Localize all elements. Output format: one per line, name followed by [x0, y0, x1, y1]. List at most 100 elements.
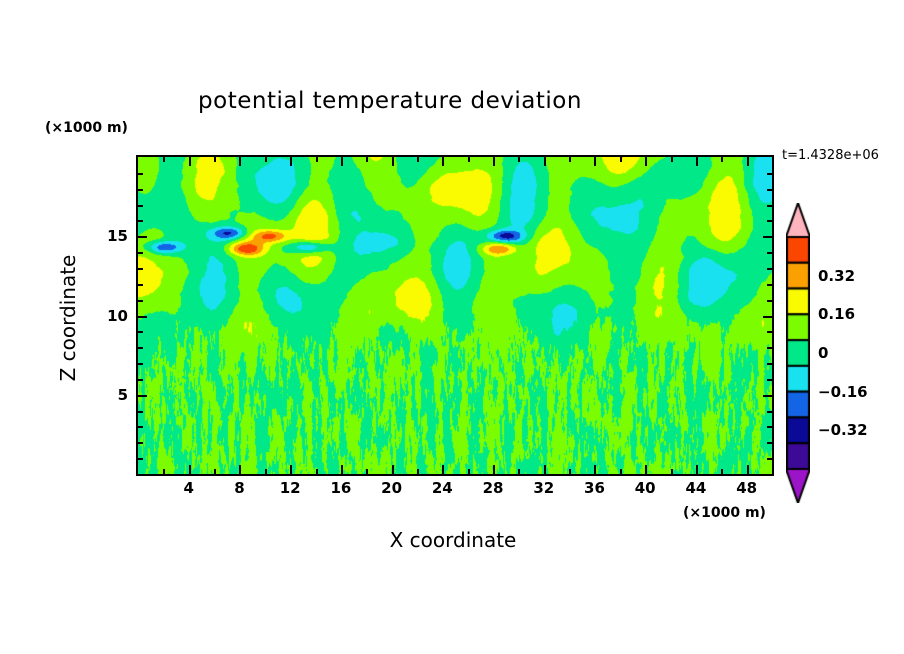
plot-area [136, 155, 774, 476]
x-tick-label: 4 [183, 479, 194, 497]
y-tick-right [767, 426, 772, 428]
y-tick-right [767, 347, 772, 349]
y-tick-left [138, 284, 143, 286]
x-tick-bottom [468, 469, 470, 474]
x-tick-bottom [696, 465, 698, 474]
x-tick-top [341, 157, 343, 166]
y-axis-unit-label: (×1000 m) [45, 120, 128, 136]
x-tick-bottom [518, 469, 520, 474]
x-tick-label: 12 [279, 479, 301, 497]
x-tick-label: 16 [330, 479, 352, 497]
x-tick-top [518, 157, 520, 162]
x-tick-label: 48 [736, 479, 758, 497]
y-tick-left [138, 252, 143, 254]
x-tick-bottom [645, 465, 647, 474]
x-tick-bottom [341, 465, 343, 474]
y-tick-left [138, 363, 143, 365]
x-tick-bottom [417, 469, 419, 474]
x-tick-label: 40 [634, 479, 656, 497]
y-tick-left [138, 395, 147, 397]
x-tick-top [468, 157, 470, 162]
y-tick-right [767, 284, 772, 286]
x-tick-label: 20 [381, 479, 403, 497]
x-tick-bottom [239, 465, 241, 474]
x-tick-bottom [392, 465, 394, 474]
y-tick-right [767, 363, 772, 365]
contour-field-canvas [138, 157, 772, 474]
y-tick-left [138, 426, 143, 428]
y-tick-right [763, 316, 772, 318]
time-annotation: t=1.4328e+06 [782, 148, 879, 163]
x-tick-bottom [671, 469, 673, 474]
x-tick-top [214, 157, 216, 162]
colorbar-tick-label: −0.32 [818, 421, 868, 440]
y-tick-left [138, 173, 143, 175]
x-tick-top [265, 157, 267, 162]
x-tick-top [189, 157, 191, 166]
y-tick-right [767, 205, 772, 207]
colorbar-tick-label: 0.32 [818, 266, 856, 285]
x-tick-top [417, 157, 419, 162]
y-tick-right [767, 442, 772, 444]
x-tick-bottom [316, 469, 318, 474]
y-tick-right [767, 252, 772, 254]
x-tick-bottom [442, 465, 444, 474]
x-axis-title: X coordinate [389, 528, 517, 552]
y-axis-tick-labels: 5 10 15 [88, 0, 128, 654]
x-tick-top [442, 157, 444, 166]
x-tick-label: 28 [482, 479, 504, 497]
x-tick-bottom [189, 465, 191, 474]
y-tick-right [767, 189, 772, 191]
colorbar-tick-label: 0.16 [818, 305, 856, 324]
colorbar [786, 203, 810, 503]
x-tick-top [645, 157, 647, 166]
y-tick-left [138, 189, 143, 191]
colorbar-canvas [786, 203, 810, 503]
x-axis-unit-label: (×1000 m) [683, 505, 766, 521]
x-tick-bottom [163, 469, 165, 474]
colorbar-tick-label: −0.16 [818, 382, 868, 401]
x-tick-top [594, 157, 596, 166]
x-tick-label: 44 [685, 479, 707, 497]
y-tick-left [138, 316, 147, 318]
x-tick-top [569, 157, 571, 162]
x-tick-bottom [366, 469, 368, 474]
y-tick-right [763, 236, 772, 238]
y-tick-label: 5 [117, 385, 128, 404]
x-tick-top [747, 157, 749, 166]
x-tick-top [392, 157, 394, 166]
y-tick-left [138, 300, 143, 302]
x-tick-label: 24 [431, 479, 453, 497]
y-tick-left [138, 331, 143, 333]
x-tick-top [366, 157, 368, 162]
x-tick-top [163, 157, 165, 162]
x-tick-bottom [544, 465, 546, 474]
y-tick-left [138, 458, 143, 460]
y-tick-left [138, 347, 143, 349]
y-tick-label: 10 [107, 306, 128, 325]
x-tick-top [671, 157, 673, 162]
x-tick-top [721, 157, 723, 162]
x-tick-label: 32 [533, 479, 555, 497]
x-tick-bottom [594, 465, 596, 474]
y-tick-label: 15 [107, 227, 128, 246]
y-tick-left [138, 268, 143, 270]
y-tick-left [138, 220, 143, 222]
y-tick-left [138, 205, 143, 207]
y-tick-right [767, 331, 772, 333]
y-tick-left [138, 236, 147, 238]
y-tick-right [767, 173, 772, 175]
x-tick-top [696, 157, 698, 166]
y-tick-right [763, 395, 772, 397]
y-tick-right [767, 379, 772, 381]
x-tick-top [493, 157, 495, 166]
x-tick-top [239, 157, 241, 166]
y-tick-right [767, 411, 772, 413]
y-tick-right [767, 458, 772, 460]
x-tick-top [290, 157, 292, 166]
x-tick-bottom [747, 465, 749, 474]
y-tick-right [767, 220, 772, 222]
x-tick-bottom [620, 469, 622, 474]
x-tick-label: 8 [234, 479, 245, 497]
x-tick-top [316, 157, 318, 162]
